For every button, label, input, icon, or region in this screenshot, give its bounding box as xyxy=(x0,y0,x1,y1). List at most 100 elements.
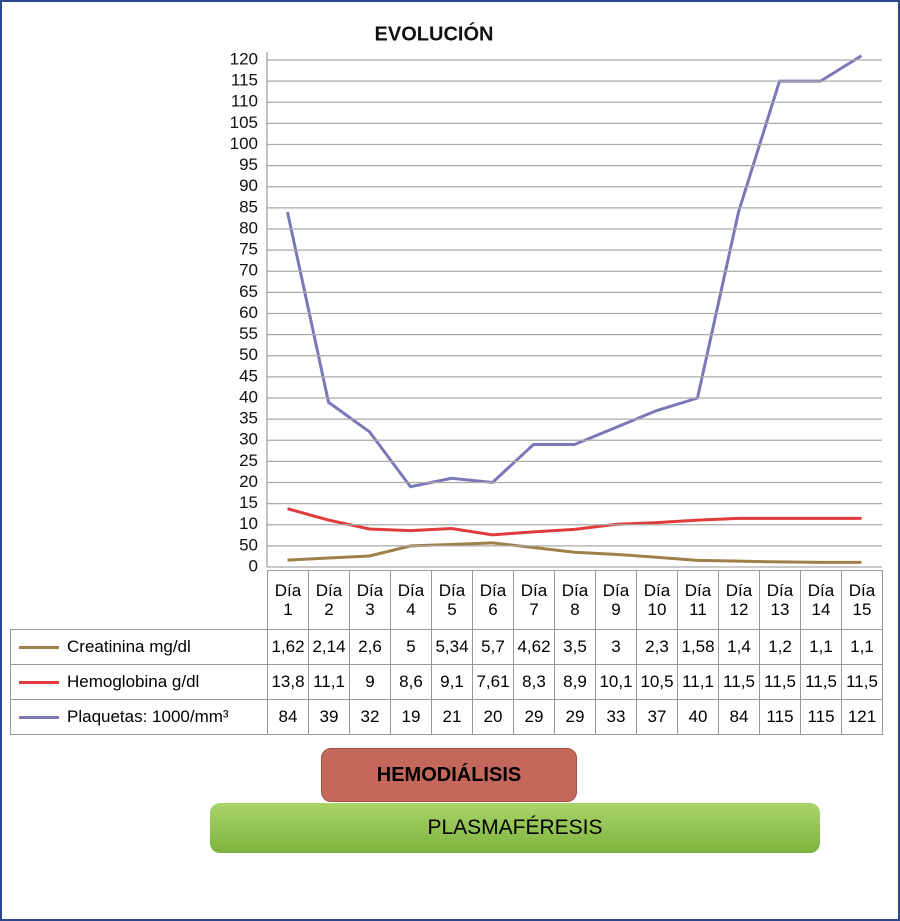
value-cell: 2,14 xyxy=(308,629,350,665)
data-table: Día 1 Día 2 Día 3 Día 4 Día 5 Día 6 Día 7 Día 8… xyxy=(10,570,883,735)
y-tick-label: 70 xyxy=(239,261,258,280)
y-tick-label: 55 xyxy=(239,324,258,343)
corner-cell xyxy=(11,571,268,630)
category-cell: Día 11 xyxy=(677,570,719,630)
value-cell: 19 xyxy=(390,699,432,735)
value-cell: 39 xyxy=(308,699,350,735)
y-tick-label: 85 xyxy=(239,197,258,216)
category-cell: Día 13 xyxy=(759,570,801,630)
value-cell: 32 xyxy=(349,699,391,735)
value-cell: 11,1 xyxy=(677,664,719,700)
y-tick-label: 90 xyxy=(239,176,258,195)
value-cell: 10,1 xyxy=(595,664,637,700)
category-cell: Día 10 xyxy=(636,570,678,630)
category-cell: Día 6 xyxy=(472,570,514,630)
y-tick-label: 45 xyxy=(239,366,258,385)
value-cell: 9 xyxy=(349,664,391,700)
y-tick-label: 30 xyxy=(239,430,258,449)
value-cell: 115 xyxy=(759,699,801,735)
y-tick-label: 20 xyxy=(239,472,258,491)
legend-cell: Plaquetas: 1000/mm³ xyxy=(10,699,268,735)
series-line xyxy=(287,541,862,564)
value-cell: 84 xyxy=(267,699,309,735)
value-cell: 84 xyxy=(718,699,760,735)
category-cell: Día 2 xyxy=(308,570,350,630)
y-tick-label: 95 xyxy=(239,155,258,174)
hemodialisis-bar: HEMODIÁLISIS xyxy=(321,748,577,802)
y-tick-label: 15 xyxy=(239,493,258,512)
category-cell: Día 8 xyxy=(554,570,596,630)
value-cell: 7,61 xyxy=(472,664,514,700)
value-cell: 2,3 xyxy=(636,629,678,665)
legend-cell: Creatinina mg/dl xyxy=(10,629,268,665)
y-tick-label: 115 xyxy=(231,71,258,90)
legend-label: Creatinina mg/dl xyxy=(67,637,191,656)
value-cell: 5,7 xyxy=(472,629,514,665)
y-tick-label: 50 xyxy=(239,345,258,364)
chart-title: EVOLUCIÓN xyxy=(375,21,494,45)
value-cell: 29 xyxy=(554,699,596,735)
value-cell: 9,1 xyxy=(431,664,473,700)
y-tick-label: 120 xyxy=(230,49,258,68)
y-tick-label: 100 xyxy=(230,134,258,153)
value-cell: 29 xyxy=(513,699,555,735)
y-tick-label: 110 xyxy=(231,92,258,111)
value-cell: 8,9 xyxy=(554,664,596,700)
value-cell: 1,58 xyxy=(677,629,719,665)
value-cell: 5 xyxy=(390,629,432,665)
value-cell: 1,62 xyxy=(267,629,309,665)
y-tick-label: 40 xyxy=(239,387,258,406)
y-tick-label: 65 xyxy=(239,282,258,301)
category-cell: Día 9 xyxy=(595,570,637,630)
y-tick-label: 80 xyxy=(239,218,258,237)
legend-swatch xyxy=(19,681,59,685)
value-cell: 115 xyxy=(800,699,842,735)
value-cell: 1,2 xyxy=(759,629,801,665)
series-line xyxy=(286,54,863,489)
value-cell: 8,6 xyxy=(390,664,432,700)
value-cell: 37 xyxy=(636,699,678,735)
value-cell: 40 xyxy=(677,699,719,735)
value-cell: 11,1 xyxy=(308,664,350,700)
category-cell: Día 3 xyxy=(349,570,391,630)
category-cell: Día 4 xyxy=(390,570,432,630)
series-row: Plaquetas: 1000/mm³ 84 39 32 19 21 20 29 29 33 37 4… xyxy=(10,699,883,735)
category-cell: Día 14 xyxy=(800,570,842,630)
value-cell: 11,5 xyxy=(841,664,883,700)
header-row: Día 1 Día 2 Día 3 Día 4 Día 5 Día 6 Día 7 Día 8… xyxy=(11,570,883,630)
category-cell: Día 7 xyxy=(513,570,555,630)
value-cell: 13,8 xyxy=(267,664,309,700)
value-cell: 121 xyxy=(841,699,883,735)
value-cell: 1,1 xyxy=(841,629,883,665)
value-cell: 2,6 xyxy=(349,629,391,665)
y-tick-label: 50 xyxy=(239,535,258,554)
value-cell: 33 xyxy=(595,699,637,735)
category-cell: Día 5 xyxy=(431,570,473,630)
value-cell: 11,5 xyxy=(759,664,801,700)
y-tick-label: 25 xyxy=(239,451,258,470)
value-cell: 11,5 xyxy=(718,664,760,700)
value-cell: 3,5 xyxy=(554,629,596,665)
series-row: Creatinina mg/dl 1,62 2,14 2,6 5 5,34 5,7 4,62 3… xyxy=(10,629,883,665)
value-cell: 1,1 xyxy=(800,629,842,665)
value-cell: 1,4 xyxy=(718,629,760,665)
plasmaferesis-bar: PLASMAFÉRESIS xyxy=(210,803,820,853)
y-tick-label: 105 xyxy=(230,113,258,132)
y-tick-label: 60 xyxy=(239,303,258,322)
category-cell: Día 15 xyxy=(841,570,883,630)
value-cell: 21 xyxy=(431,699,473,735)
value-cell: 20 xyxy=(472,699,514,735)
value-cell: 5,34 xyxy=(431,629,473,665)
y-tick-label: 35 xyxy=(239,409,258,428)
legend-label: Hemoglobina g/dl xyxy=(67,672,200,691)
legend-label: Plaquetas: 1000/mm³ xyxy=(67,707,229,726)
legend-swatch xyxy=(19,646,59,650)
value-cell: 4,62 xyxy=(513,629,555,665)
value-cell: 8,3 xyxy=(513,664,555,700)
value-cell: 3 xyxy=(595,629,637,665)
y-tick-label: 0 xyxy=(249,556,258,575)
y-tick-label: 10 xyxy=(239,514,258,533)
series-line xyxy=(287,507,862,537)
